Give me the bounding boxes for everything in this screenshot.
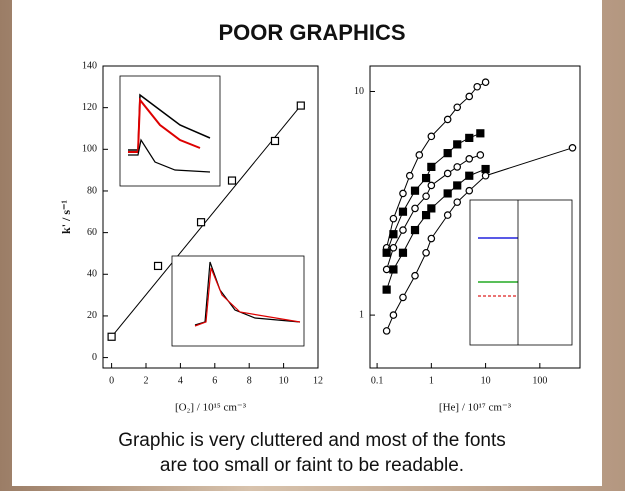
marker (153, 261, 163, 271)
marker (476, 129, 485, 138)
marker (399, 226, 407, 234)
x-tick-label: 8 (247, 375, 252, 386)
slide-title: POOR GRAPHICS (218, 20, 405, 45)
caption-line: are too small or faint to be readable. (160, 455, 464, 476)
marker (453, 163, 462, 171)
marker (476, 151, 485, 159)
marker (481, 171, 490, 180)
marker (415, 151, 424, 159)
marker (227, 176, 237, 185)
marker (481, 164, 490, 174)
x-tick-label: 4 (178, 375, 183, 386)
marker (389, 230, 398, 239)
x-tick-label: 0 (109, 375, 114, 386)
marker (399, 293, 407, 302)
marker (399, 189, 407, 198)
marker (453, 181, 462, 190)
marker (389, 214, 398, 223)
marker (427, 204, 436, 213)
plot-frame (102, 65, 319, 369)
marker (481, 78, 490, 87)
x-tick-label: 10 (481, 375, 491, 386)
marker (411, 204, 419, 213)
marker (410, 225, 420, 235)
y-tick-label: 1 (359, 309, 364, 320)
marker (422, 248, 430, 257)
series-line (386, 154, 481, 270)
fit-line (111, 105, 302, 338)
y-tick-label: 10 (354, 86, 364, 97)
caption-line: Graphic is very cluttered and most of th… (118, 430, 506, 451)
y-tick-label: 80 (87, 185, 97, 196)
marker (389, 243, 398, 252)
marker (196, 218, 206, 227)
x-axis-label: [He] / 10¹⁷ cm⁻³ (439, 402, 512, 414)
marker (270, 136, 280, 146)
marker (453, 103, 462, 112)
y-tick-label: 60 (87, 227, 97, 238)
y-axis-label: k' / s⁻¹ (59, 200, 73, 234)
y-tick-label: 100 (82, 144, 97, 155)
marker (465, 92, 474, 101)
marker (465, 171, 474, 180)
marker (411, 271, 419, 280)
marker (382, 285, 391, 294)
x-tick-label: 6 (212, 375, 217, 386)
marker (405, 171, 414, 180)
marker (465, 133, 474, 143)
marker (443, 115, 452, 124)
marker (443, 189, 452, 198)
x-axis-label: [O₂] / 10¹⁵ cm⁻³ (175, 402, 247, 414)
marker (107, 332, 116, 341)
x-tick-label: 100 (532, 375, 547, 386)
marker (398, 248, 408, 257)
inset-right (469, 199, 573, 346)
marker (473, 82, 481, 91)
marker (443, 211, 452, 219)
marker (296, 101, 305, 110)
marker (427, 162, 436, 171)
marker (465, 154, 474, 163)
marker (427, 234, 436, 243)
marker (389, 311, 398, 319)
marker (421, 211, 431, 220)
marker (422, 192, 430, 201)
y-tick-label: 0 (92, 352, 97, 363)
marker (443, 149, 452, 158)
marker (453, 140, 462, 149)
marker (389, 265, 398, 274)
marker (421, 173, 431, 183)
marker (410, 186, 420, 195)
marker (443, 169, 452, 178)
marker (465, 186, 474, 195)
y-tick-label: 20 (87, 310, 97, 321)
marker (382, 265, 391, 274)
plot-frame (369, 65, 581, 369)
marker (382, 327, 391, 335)
x-tick-label: 12 (313, 375, 323, 386)
inset-top (119, 75, 221, 187)
x-tick-label: 1 (429, 375, 434, 386)
inset-bottom (171, 255, 305, 347)
x-tick-label: 0.1 (371, 375, 384, 386)
marker (398, 207, 408, 216)
marker (453, 198, 462, 206)
y-tick-label: 120 (82, 102, 97, 113)
y-tick-label: 40 (87, 269, 97, 280)
x-tick-label: 10 (279, 375, 289, 386)
series-line (386, 132, 481, 253)
x-tick-label: 2 (144, 375, 149, 386)
y-tick-label: 140 (82, 60, 97, 71)
marker (427, 132, 436, 141)
marker (568, 143, 577, 152)
marker (427, 181, 436, 190)
marker (382, 248, 391, 257)
